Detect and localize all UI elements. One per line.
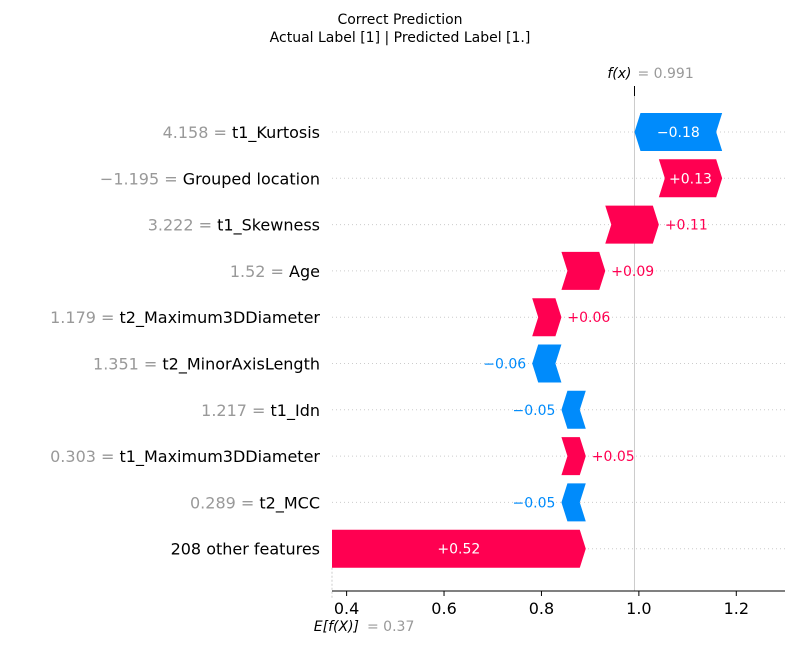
positive-bar bbox=[561, 251, 606, 290]
feature-label: 1.217 = t1_Idn bbox=[201, 401, 320, 421]
feature-label: 1.179 = t2_Maximum3DDiameter bbox=[50, 308, 320, 328]
grid-layer bbox=[331, 86, 785, 599]
x-tick-label: 0.4 bbox=[334, 599, 359, 618]
bar-value-label: +0.06 bbox=[567, 310, 610, 326]
bar-value-label: −0.18 bbox=[657, 125, 700, 141]
labels-layer: −0.18 4.158 = t1_Kurtosis +0.13 −1.195 = Gr… bbox=[50, 123, 712, 559]
bar-value-label: +0.05 bbox=[592, 449, 635, 465]
positive-bar bbox=[605, 205, 659, 244]
negative-bar bbox=[561, 390, 586, 429]
bar-value-label: +0.52 bbox=[437, 542, 480, 558]
feature-value: 3.222 = bbox=[148, 216, 217, 235]
feature-value: 0.289 = bbox=[190, 493, 259, 512]
feature-value: 0.303 = bbox=[50, 447, 119, 466]
chart-title: Correct Prediction bbox=[337, 12, 462, 28]
negative-bar bbox=[532, 344, 562, 383]
feature-name: t2_MCC bbox=[259, 493, 320, 513]
feature-name: t2_MinorAxisLength bbox=[162, 355, 320, 375]
x-tick-label: 1.2 bbox=[724, 599, 749, 618]
positive-bar bbox=[658, 159, 723, 198]
x-axis: 0.4 0.6 0.8 1.0 1.2 f(x) = 0.991 E[f(X)] = 0.37 bbox=[314, 66, 785, 635]
feature-label: 0.303 = t1_Maximum3DDiameter bbox=[50, 447, 320, 467]
feature-label: 1.351 = t2_MinorAxisLength bbox=[93, 355, 320, 375]
bars-layer bbox=[332, 113, 723, 568]
feature-name: t1_Idn bbox=[271, 401, 320, 421]
feature-name: t1_Skewness bbox=[217, 216, 320, 236]
efx-value: = 0.37 bbox=[367, 619, 414, 635]
feature-name: 208 other features bbox=[171, 540, 320, 559]
bar-value-label: −0.05 bbox=[513, 495, 556, 511]
fx-label: f(x) bbox=[607, 66, 631, 82]
positive-bar bbox=[532, 298, 562, 337]
feature-name: t1_Maximum3DDiameter bbox=[120, 447, 321, 467]
chart-subtitle: Actual Label [1] | Predicted Label [1.] bbox=[270, 30, 531, 46]
feature-label: 208 other features bbox=[171, 540, 320, 559]
positive-bar bbox=[561, 437, 586, 476]
feature-value: 1.179 = bbox=[50, 308, 119, 327]
x-tick-label: 1.0 bbox=[626, 599, 651, 618]
positive-bar bbox=[332, 529, 586, 568]
feature-name: Age bbox=[289, 262, 320, 281]
feature-name: t1_Kurtosis bbox=[232, 123, 320, 143]
negative-bar bbox=[634, 113, 723, 151]
feature-value: 4.158 = bbox=[163, 123, 232, 142]
bar-value-label: +0.11 bbox=[665, 218, 708, 234]
feature-label: −1.195 = Grouped location bbox=[100, 169, 320, 188]
feature-name: Grouped location bbox=[183, 169, 320, 188]
feature-name: t2_Maximum3DDiameter bbox=[120, 308, 321, 328]
feature-label: 3.222 = t1_Skewness bbox=[148, 216, 320, 236]
bar-value-label: −0.05 bbox=[513, 403, 556, 419]
feature-label: 0.289 = t2_MCC bbox=[190, 493, 320, 513]
efx-label: E[f(X)] bbox=[314, 619, 359, 635]
bar-value-label: +0.09 bbox=[611, 264, 654, 280]
feature-label: 1.52 = Age bbox=[230, 262, 320, 281]
feature-label: 4.158 = t1_Kurtosis bbox=[163, 123, 320, 143]
feature-value: −1.195 = bbox=[100, 169, 183, 188]
bar-value-label: −0.06 bbox=[483, 357, 526, 373]
feature-value: 1.52 = bbox=[230, 262, 289, 281]
x-tick-label: 0.8 bbox=[529, 599, 554, 618]
bar-value-label: +0.13 bbox=[669, 171, 712, 187]
x-tick-label: 0.6 bbox=[431, 599, 456, 618]
fx-value: = 0.991 bbox=[637, 66, 693, 82]
negative-bar bbox=[561, 483, 586, 522]
feature-value: 1.351 = bbox=[93, 355, 162, 374]
feature-value: 1.217 = bbox=[201, 401, 270, 420]
